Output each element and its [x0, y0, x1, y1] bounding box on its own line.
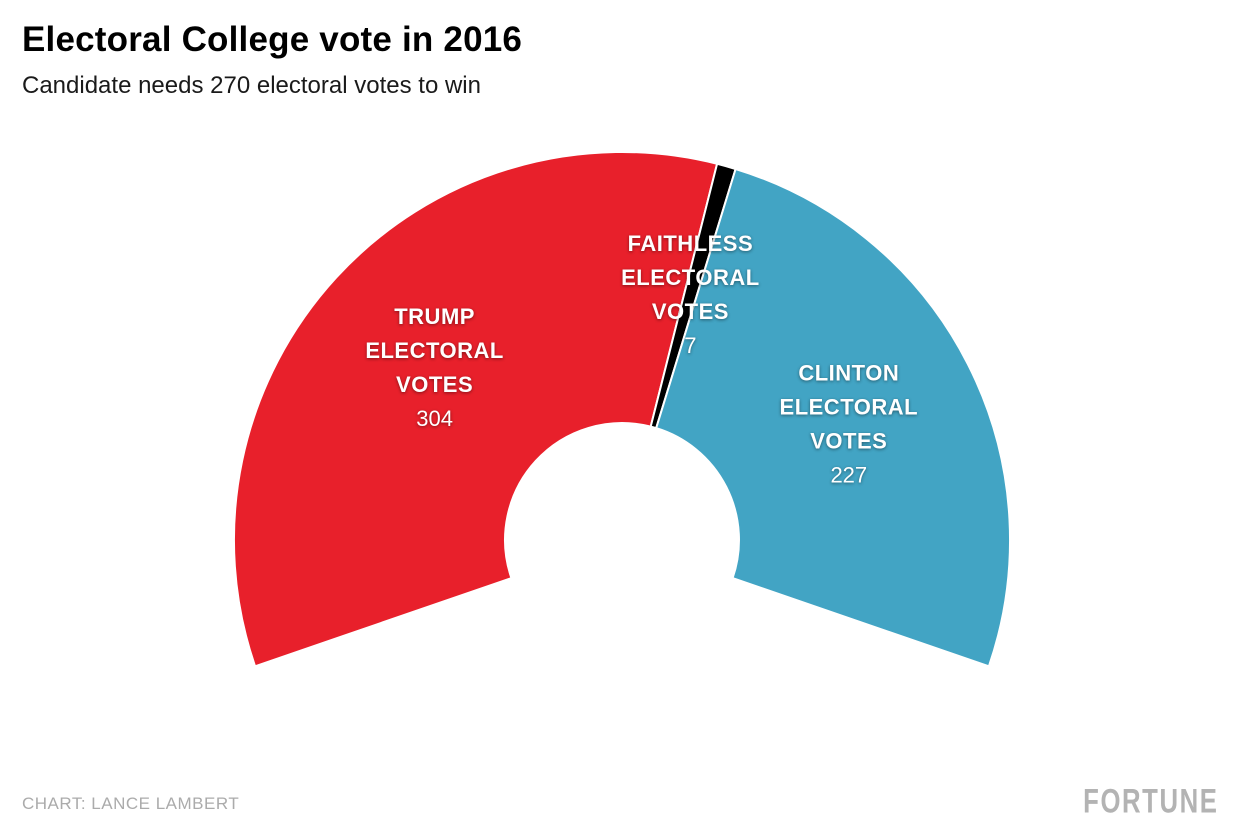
segment-label-line: VOTES	[396, 372, 473, 397]
chart-subtitle: Candidate needs 270 electoral votes to w…	[22, 72, 481, 99]
fortune-logo: FORTUNE	[1082, 781, 1218, 820]
segment-label-line: VOTES	[652, 299, 729, 324]
chart-header: Electoral College vote in 2016 Candidate…	[22, 20, 522, 100]
segment-value: 304	[416, 406, 453, 431]
segment-label-line: ELECTORAL	[780, 395, 919, 420]
segment-label-line: ELECTORAL	[365, 338, 504, 363]
gauge-segment-trump	[232, 150, 719, 668]
credit-line: CHART: LANCE LAMBERT	[22, 794, 240, 813]
chart-title: Electoral College vote in 2016	[22, 20, 523, 59]
segment-label-trump: TRUMP ELECTORAL VOTES 304	[365, 304, 504, 431]
segment-value: 7	[684, 333, 696, 358]
segment-label-line: ELECTORAL	[621, 265, 760, 290]
segment-label-faithless: FAITHLESS ELECTORAL VOTES 7	[621, 231, 760, 358]
segment-value: 227	[830, 463, 867, 488]
segment-label-line: TRUMP	[394, 304, 475, 329]
segment-label-line: VOTES	[810, 429, 887, 454]
segment-label-line: CLINTON	[798, 361, 899, 386]
segment-label-line: FAITHLESS	[628, 231, 754, 256]
gauge-segment-clinton	[654, 167, 1012, 668]
chart-footer: CHART: LANCE LAMBERT FORTUNE	[0, 760, 1240, 840]
gauge-segment-faithless	[649, 162, 737, 430]
segment-label-clinton: CLINTON ELECTORAL VOTES 227	[780, 361, 919, 488]
